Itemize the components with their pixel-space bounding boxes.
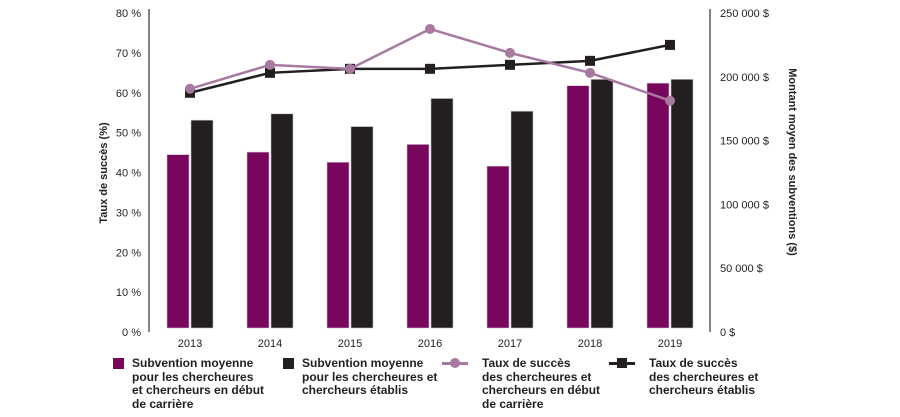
point-established-success <box>505 59 515 70</box>
legend: Subvention moyenne pour les chercheures … <box>113 356 813 417</box>
bar-established <box>430 98 454 329</box>
legend-item-early-grant: Subvention moyenne pour les chercheures … <box>113 356 265 411</box>
x-tick-label: 2018 <box>578 338 602 350</box>
x-axis-ticks: 2013 2014 2015 2016 2017 2018 2019 <box>178 338 682 350</box>
legend-item-established-grant: Subvention moyenne pour les chercheures … <box>283 356 438 398</box>
point-established-success <box>585 55 595 66</box>
y-tick-label: 40 % <box>116 168 141 180</box>
legend-label: Taux de succès des chercheures et cherch… <box>649 356 759 397</box>
bar-early-career <box>406 144 430 329</box>
bar-established <box>350 126 374 329</box>
y-tick-label: 60 % <box>116 88 141 100</box>
point-early-career-success <box>505 47 515 58</box>
y2-tick-label: 200 000 $ <box>720 72 769 84</box>
bar-early-career <box>566 85 590 329</box>
point-early-career-success <box>585 67 595 78</box>
point-early-career-success <box>345 63 355 74</box>
bar-established <box>510 110 534 329</box>
bar-established <box>270 113 294 329</box>
point-established-success <box>425 63 435 74</box>
legend-item-early-success: Taux de succès des chercheures et cherch… <box>442 356 601 411</box>
legend-item-established-success: Taux de succès des chercheures et cherch… <box>609 356 759 398</box>
y2-tick-label: 50 000 $ <box>720 263 763 275</box>
bar-early-career <box>246 151 270 329</box>
bar-established <box>670 79 694 329</box>
y-tick-label: 70 % <box>116 48 141 60</box>
point-early-career-success <box>425 23 435 34</box>
y2-tick-label: 150 000 $ <box>720 136 769 148</box>
legend-swatch-early-success <box>442 357 468 369</box>
right-axis-ticks: 0 $ 50 000 $ 100 000 $ 150 000 $ 200 000 $ 25… <box>720 8 769 339</box>
legend-label: Subvention moyenne pour les chercheures … <box>302 356 438 397</box>
circle-marker-icon <box>450 358 460 368</box>
point-early-career-success <box>265 59 275 70</box>
lines-layer <box>185 23 675 106</box>
left-axis-ticks: 0 % 10 % 20 % 30 % 40 % 50 % 60 % 70 % 80 % <box>116 8 141 339</box>
x-tick-label: 2014 <box>258 338 282 350</box>
point-early-career-success <box>665 95 675 106</box>
square-marker-icon <box>617 358 627 368</box>
legend-label: Taux de succès des chercheures et cherch… <box>482 356 601 411</box>
y2-tick-label: 0 $ <box>720 327 735 339</box>
bar-early-career <box>326 161 350 329</box>
x-tick-label: 2013 <box>178 338 202 350</box>
point-established-success <box>665 39 675 50</box>
bar-early-career <box>166 154 190 329</box>
y-tick-label: 20 % <box>116 247 141 259</box>
bar-established <box>190 119 214 329</box>
bar-early-career <box>646 82 670 329</box>
y-tick-label: 50 % <box>116 128 141 140</box>
x-tick-label: 2019 <box>658 338 682 350</box>
y2-tick-label: 250 000 $ <box>720 8 769 20</box>
point-established-success <box>265 67 275 78</box>
bars-layer <box>166 79 694 329</box>
x-tick-label: 2017 <box>498 338 522 350</box>
y-tick-label: 80 % <box>116 8 141 20</box>
combo-chart: 0 % 10 % 20 % 30 % 40 % 50 % 60 % 70 % 80 % 0 $ 5… <box>98 8 798 350</box>
x-tick-label: 2015 <box>338 338 362 350</box>
right-axis-title: Montant moyen des subventions ($) <box>786 68 798 256</box>
y-tick-label: 0 % <box>122 327 141 339</box>
y2-tick-label: 100 000 $ <box>720 199 769 211</box>
x-tick-label: 2016 <box>418 338 442 350</box>
left-axis-title: Taux de succès (%) <box>98 122 110 224</box>
legend-swatch-established-grant <box>283 358 294 369</box>
y-tick-label: 30 % <box>116 207 141 219</box>
bar-early-career <box>486 165 510 329</box>
y-tick-label: 10 % <box>116 287 141 299</box>
legend-label: Subvention moyenne pour les chercheures … <box>132 356 265 411</box>
legend-swatch-early-grant <box>113 358 124 369</box>
bar-established <box>590 79 614 329</box>
point-early-career-success <box>185 83 195 94</box>
legend-swatch-established-success <box>609 357 635 369</box>
